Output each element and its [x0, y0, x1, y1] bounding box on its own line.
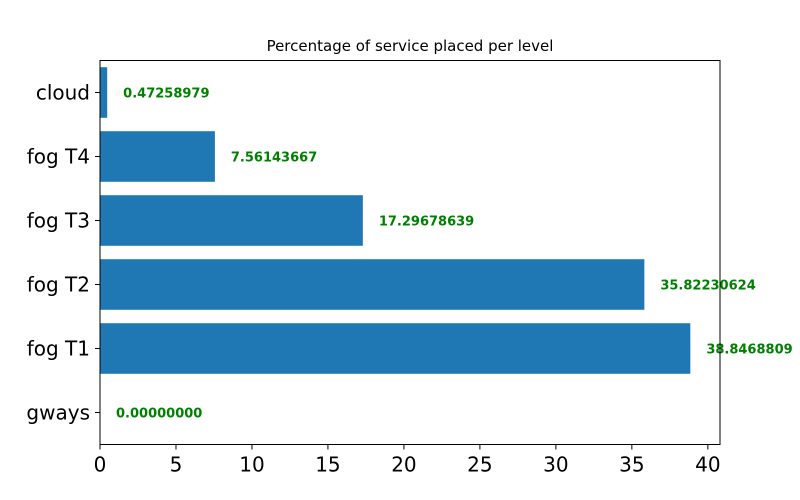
y-tick-label: fog T3 [27, 209, 90, 233]
bar-fog-t3 [100, 195, 363, 246]
data-label: 0.47258979 [123, 87, 209, 102]
y-tick-label: fog T4 [27, 145, 90, 169]
bar-fog-t1 [100, 323, 691, 374]
data-label: 38.8468809 [706, 343, 792, 358]
x-tick-label: 35 [619, 453, 644, 477]
y-tick-label: gways [26, 401, 90, 425]
x-tick-label: 5 [170, 453, 183, 477]
y-tick-label: cloud [36, 81, 90, 105]
x-tick-label: 0 [94, 453, 107, 477]
x-tick-label: 15 [315, 453, 340, 477]
bar-cloud [100, 67, 108, 118]
chart-title: Percentage of service placed per level [267, 37, 554, 55]
bar-fog-t4 [100, 131, 215, 182]
data-label: 35.82230624 [660, 279, 755, 294]
data-label: 17.29678639 [379, 215, 474, 230]
data-label: 0.00000000 [116, 407, 202, 422]
bars-group [100, 67, 691, 374]
x-tick-label: 25 [467, 453, 492, 477]
x-tick-label: 10 [239, 453, 264, 477]
x-tick-label: 20 [391, 453, 416, 477]
data-label: 7.56143667 [231, 151, 317, 166]
plot-frame [99, 60, 721, 445]
bar-fog-t2 [100, 259, 645, 310]
data-labels: 0.00000000 38.8468809 35.82230624 17.296786… [116, 87, 793, 422]
y-tick-labels: gways fog T1 fog T2 fog T3 fog T4 cloud [26, 81, 100, 425]
y-tick-label: fog T1 [27, 337, 90, 361]
x-axis-ticks: 0 5 10 15 20 25 30 35 40 [94, 444, 721, 477]
x-tick-label: 40 [695, 453, 720, 477]
x-tick-label: 30 [543, 453, 568, 477]
y-tick-label: fog T2 [27, 273, 90, 297]
